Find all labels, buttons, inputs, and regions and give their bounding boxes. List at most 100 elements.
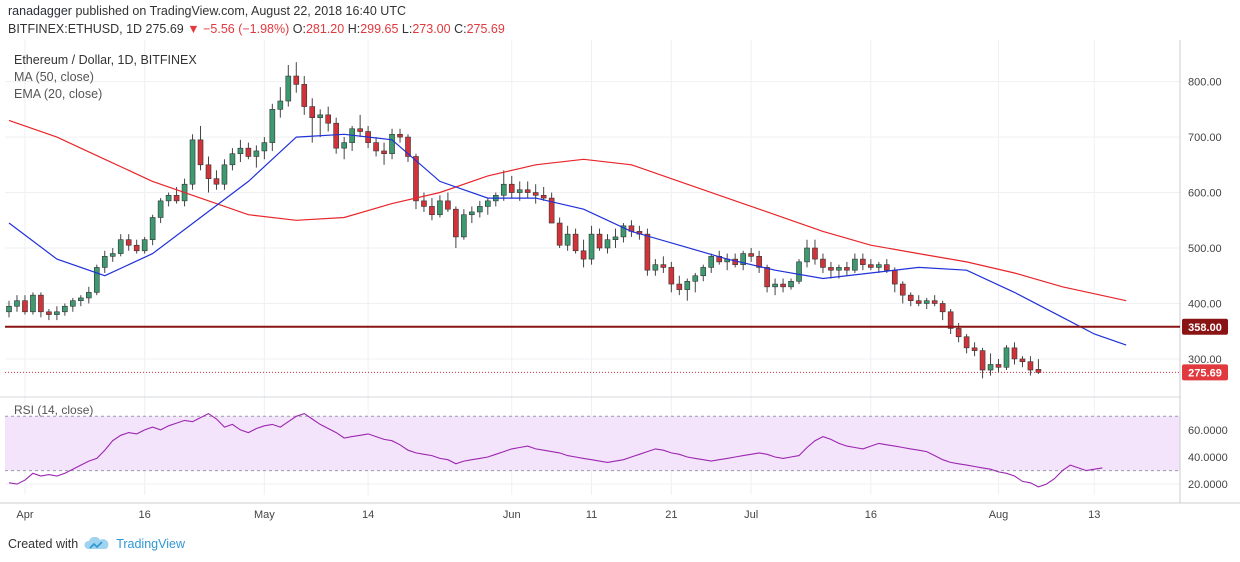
candle-body xyxy=(86,292,92,299)
candle-body xyxy=(341,142,347,149)
published-text: published on TradingView.com, August 22,… xyxy=(75,4,406,18)
price-tick-label: 700.00 xyxy=(1188,132,1222,144)
candle-body xyxy=(484,200,491,207)
candle-body xyxy=(796,261,802,282)
price-tick-label: 300.00 xyxy=(1188,354,1222,366)
ma50-line xyxy=(8,119,1127,302)
candle-body xyxy=(125,239,132,246)
candle-body xyxy=(660,264,667,268)
price-tick-label: 400.00 xyxy=(1188,298,1222,310)
candle-body xyxy=(461,214,467,238)
candle-body xyxy=(325,114,332,124)
candle-body xyxy=(237,147,244,155)
candle-body xyxy=(860,258,866,265)
candle-body xyxy=(939,303,946,313)
low-label: L: xyxy=(401,22,413,36)
price-tick-label: 800.00 xyxy=(1188,77,1222,89)
price-tick-label: 600.00 xyxy=(1188,188,1222,200)
candle-body xyxy=(548,197,555,224)
candle-body xyxy=(429,206,435,216)
candle-body xyxy=(979,350,986,371)
candle-body xyxy=(820,258,826,268)
symbol-line: BITFINEX:ETHUSD, 1D xyxy=(8,22,143,36)
candle-body xyxy=(189,139,196,185)
high-label: H: xyxy=(347,22,361,36)
candle-body xyxy=(293,75,300,85)
candle-body xyxy=(437,200,443,216)
candle-body xyxy=(149,217,156,240)
candle-body xyxy=(421,200,427,207)
chart-title: Ethereum / Dollar, 1D, BITFINEX xyxy=(14,53,197,67)
candle-body xyxy=(117,239,124,254)
candle-body xyxy=(668,267,675,285)
price-change: −5.56 (−1.98%) xyxy=(203,22,290,36)
candle-body xyxy=(1003,347,1010,368)
candle-body xyxy=(876,264,882,268)
candle-body xyxy=(604,239,611,249)
time-tick-label: 11 xyxy=(586,509,597,521)
last-price-label-box xyxy=(1182,364,1228,381)
candle-body xyxy=(261,142,268,152)
candle-body xyxy=(1035,369,1042,373)
candle-body xyxy=(676,283,683,290)
candle-body xyxy=(564,233,571,246)
candle-body xyxy=(580,250,587,260)
tradingview-cloud-icon xyxy=(84,537,109,549)
candle-body xyxy=(93,267,100,293)
candle-body xyxy=(445,200,451,210)
candle-body xyxy=(947,311,954,329)
rsi-tick-label: 60.0000 xyxy=(1188,425,1228,437)
candle-body xyxy=(54,311,60,315)
candle-body xyxy=(828,267,834,271)
candle-body xyxy=(133,244,140,252)
rsi-band xyxy=(5,416,1180,471)
support-label: 358.00 xyxy=(1188,322,1222,334)
price-chart[interactable]: 800.00 700.00 600.00 500.00 400.00 300.00 Apr 1… xyxy=(0,40,1240,530)
candle-body xyxy=(995,364,1002,368)
candle-body xyxy=(245,147,252,157)
candle-body xyxy=(253,150,260,157)
candle-body xyxy=(540,195,547,199)
candle-body xyxy=(301,84,308,107)
time-tick-label: Jul xyxy=(744,509,758,521)
candle-body xyxy=(524,189,531,193)
candle-body xyxy=(157,200,164,218)
candle-body xyxy=(38,294,44,313)
candle-body xyxy=(453,208,459,238)
candle-body xyxy=(812,247,818,260)
candle-body xyxy=(205,164,212,179)
candle-body xyxy=(109,253,116,257)
candle-body xyxy=(62,305,68,313)
author-name[interactable]: ranadagger xyxy=(8,4,72,18)
candle-body xyxy=(883,264,890,271)
candle-body xyxy=(556,222,563,246)
candle-body xyxy=(1011,347,1018,360)
candle-body xyxy=(700,267,707,277)
last-price: 275.69 xyxy=(145,22,184,36)
time-tick-label: 16 xyxy=(865,509,877,521)
candle-body xyxy=(963,336,970,349)
candle-body xyxy=(692,275,699,282)
candle-body xyxy=(572,233,579,252)
candle-body xyxy=(788,280,794,288)
candle-body xyxy=(213,178,220,185)
candle-body xyxy=(620,225,627,238)
candle-body xyxy=(78,297,84,302)
candle-body xyxy=(101,256,108,268)
rsi-tick-label: 20.0000 xyxy=(1188,479,1228,491)
high-value: 299.65 xyxy=(360,22,399,36)
candle-body xyxy=(596,233,603,249)
candle-body xyxy=(22,300,28,313)
candle-body xyxy=(740,253,746,265)
candle-body xyxy=(357,128,363,132)
indicator-lines xyxy=(8,119,1127,488)
candle-body xyxy=(500,183,507,196)
publish-info: ranadagger published on TradingView.com,… xyxy=(8,4,406,18)
rsi-tick-label: 40.0000 xyxy=(1188,452,1228,464)
down-arrow-icon: ▼ xyxy=(187,22,200,36)
tradingview-brand[interactable]: TradingView xyxy=(116,537,185,551)
candle-body xyxy=(221,164,228,185)
candle-body xyxy=(612,236,619,240)
candle-body xyxy=(844,267,850,271)
rsi-line xyxy=(8,412,1103,488)
